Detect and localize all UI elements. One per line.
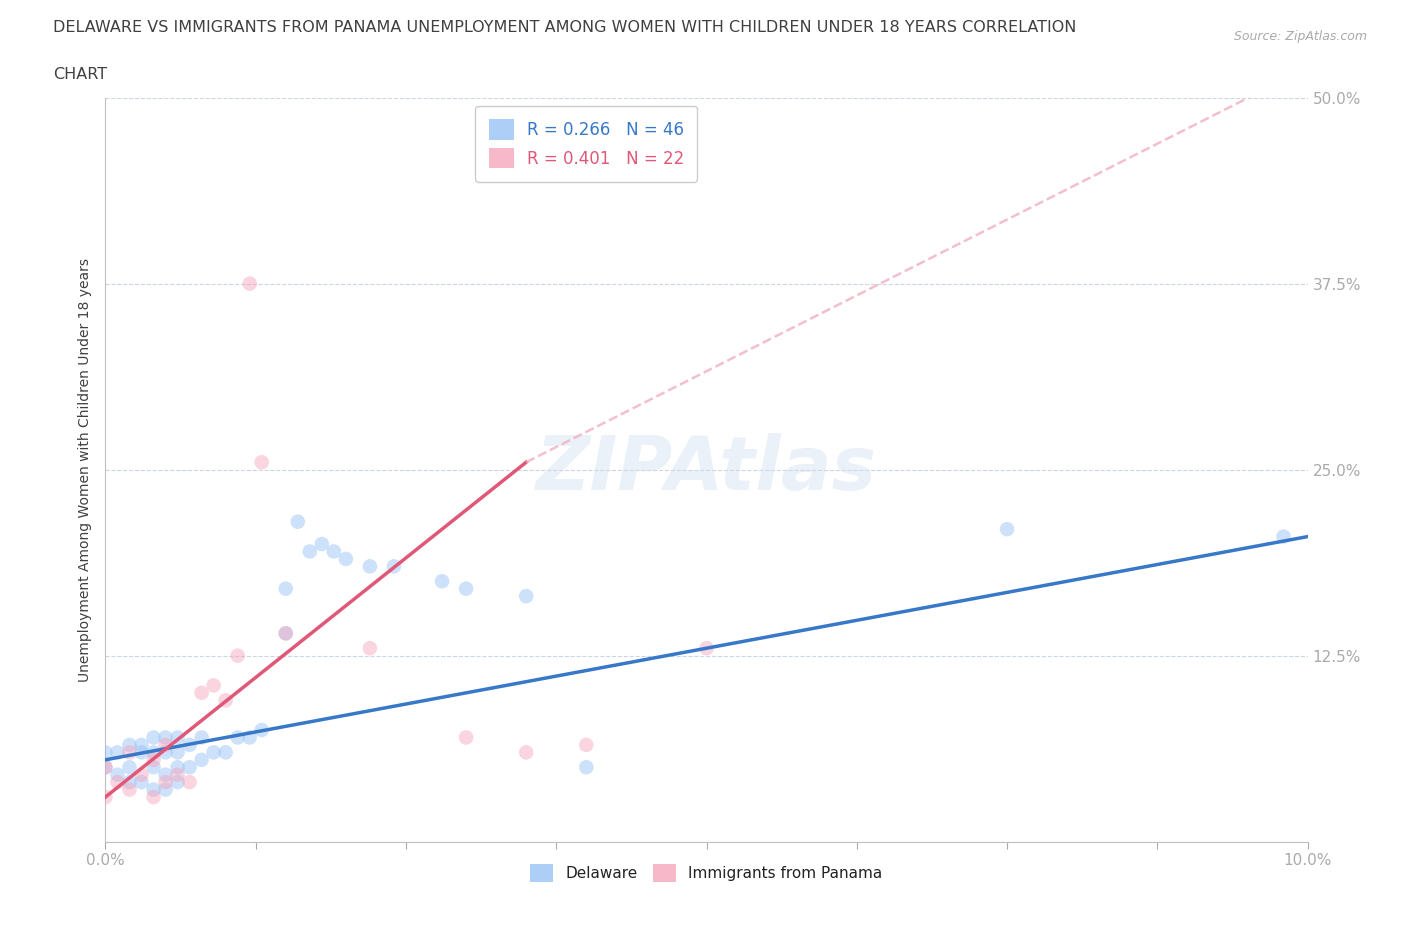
Point xyxy=(142,760,165,775)
Point xyxy=(298,544,321,559)
Point xyxy=(239,730,262,745)
Point xyxy=(250,723,273,737)
Point xyxy=(155,775,177,790)
Point xyxy=(274,626,297,641)
Point xyxy=(226,730,249,745)
Point xyxy=(142,730,165,745)
Point xyxy=(107,745,129,760)
Point xyxy=(131,737,153,752)
Text: DELAWARE VS IMMIGRANTS FROM PANAMA UNEMPLOYMENT AMONG WOMEN WITH CHILDREN UNDER : DELAWARE VS IMMIGRANTS FROM PANAMA UNEMP… xyxy=(53,20,1077,35)
Point xyxy=(142,745,165,760)
Point xyxy=(94,745,117,760)
Point xyxy=(155,767,177,782)
Point xyxy=(142,790,165,804)
Point xyxy=(430,574,453,589)
Point xyxy=(142,752,165,767)
Point xyxy=(155,737,177,752)
Point xyxy=(118,760,141,775)
Point xyxy=(1272,529,1295,544)
Point xyxy=(155,745,177,760)
Point xyxy=(995,522,1018,537)
Text: ZIPAtlas: ZIPAtlas xyxy=(536,433,877,506)
Point xyxy=(166,767,188,782)
Point xyxy=(118,775,141,790)
Point xyxy=(202,745,225,760)
Point xyxy=(166,745,188,760)
Point xyxy=(214,693,236,708)
Point xyxy=(190,752,212,767)
Point xyxy=(190,685,212,700)
Point xyxy=(179,760,201,775)
Point xyxy=(131,745,153,760)
Point xyxy=(515,589,537,604)
Text: CHART: CHART xyxy=(53,67,107,82)
Text: Source: ZipAtlas.com: Source: ZipAtlas.com xyxy=(1233,30,1367,43)
Point xyxy=(575,737,598,752)
Point xyxy=(274,626,297,641)
Point xyxy=(359,559,381,574)
Point xyxy=(155,782,177,797)
Point xyxy=(287,514,309,529)
Point xyxy=(118,737,141,752)
Point xyxy=(515,745,537,760)
Point xyxy=(382,559,405,574)
Point xyxy=(131,775,153,790)
Point xyxy=(142,782,165,797)
Point xyxy=(190,730,212,745)
Point xyxy=(322,544,344,559)
Point xyxy=(214,745,236,760)
Point xyxy=(179,737,201,752)
Point xyxy=(250,455,273,470)
Point xyxy=(335,551,357,566)
Point xyxy=(118,745,141,760)
Point xyxy=(155,730,177,745)
Point xyxy=(166,760,188,775)
Point xyxy=(239,276,262,291)
Point xyxy=(118,782,141,797)
Point xyxy=(202,678,225,693)
Point xyxy=(94,790,117,804)
Point xyxy=(226,648,249,663)
Point xyxy=(166,730,188,745)
Point xyxy=(454,581,477,596)
Point xyxy=(94,760,117,775)
Point xyxy=(696,641,718,656)
Point xyxy=(359,641,381,656)
Point xyxy=(179,775,201,790)
Point xyxy=(107,775,129,790)
Point xyxy=(575,760,598,775)
Legend: Delaware, Immigrants from Panama: Delaware, Immigrants from Panama xyxy=(523,856,890,890)
Point xyxy=(131,767,153,782)
Point xyxy=(166,775,188,790)
Point xyxy=(454,730,477,745)
Point xyxy=(311,537,333,551)
Point xyxy=(107,767,129,782)
Point xyxy=(94,760,117,775)
Point xyxy=(274,581,297,596)
Y-axis label: Unemployment Among Women with Children Under 18 years: Unemployment Among Women with Children U… xyxy=(77,258,91,682)
